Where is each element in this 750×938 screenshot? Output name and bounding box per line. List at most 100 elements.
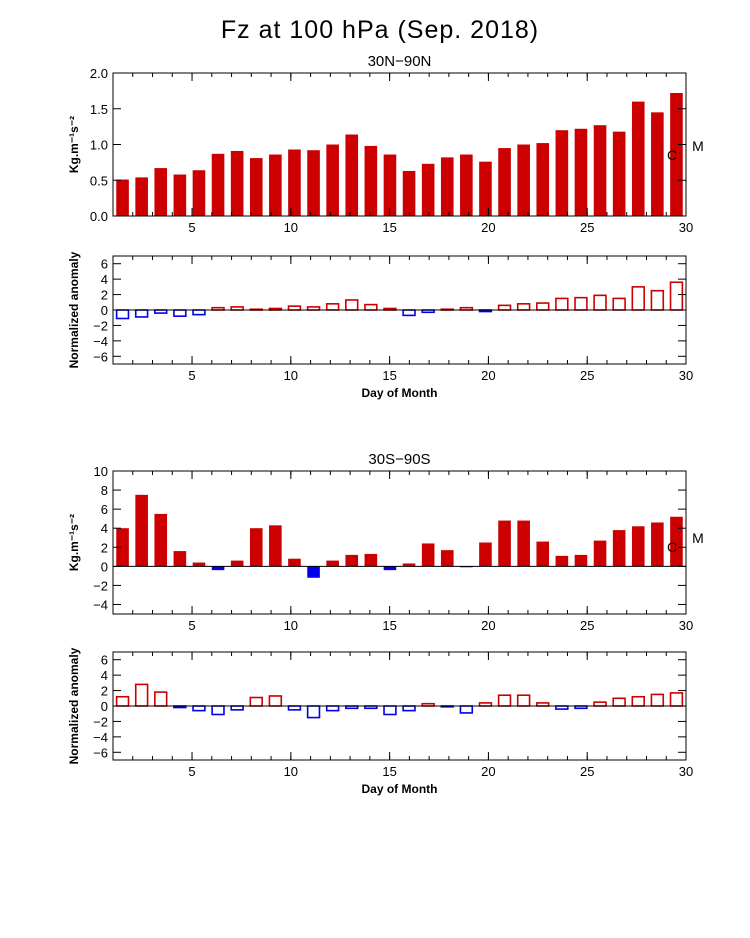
bar-day-15 bbox=[383, 566, 397, 571]
bar-day-20 bbox=[479, 161, 492, 216]
bar-day-13 bbox=[345, 134, 359, 216]
bar-day-16 bbox=[402, 563, 416, 567]
bar-day-19 bbox=[459, 705, 474, 714]
y-tick-label: 4 bbox=[101, 272, 108, 287]
bar-day-7 bbox=[230, 150, 244, 216]
bar-day-26 bbox=[593, 701, 607, 707]
y-tick-label: 0.5 bbox=[90, 173, 108, 188]
bar-day-27 bbox=[612, 297, 626, 311]
bar-day-10 bbox=[288, 558, 301, 567]
figure-title: Fz at 100 hPa (Sep. 2018) bbox=[221, 16, 539, 44]
bar-day-9 bbox=[269, 154, 282, 216]
bar-day-10 bbox=[288, 149, 301, 216]
bar-day-8 bbox=[249, 696, 263, 707]
x-tick-label: 15 bbox=[382, 220, 396, 235]
bar-day-1 bbox=[115, 309, 130, 320]
bar-day-20 bbox=[479, 542, 492, 567]
bar-day-11 bbox=[307, 566, 320, 578]
x-tick-label: 10 bbox=[284, 618, 298, 633]
y-tick-label: −4 bbox=[93, 730, 108, 745]
bar-day-2 bbox=[135, 177, 148, 216]
bar-day-21 bbox=[498, 520, 511, 567]
bar-day-12 bbox=[326, 144, 339, 216]
x-tick-label: 25 bbox=[580, 618, 594, 633]
bar-day-12 bbox=[325, 705, 340, 712]
bar-day-1 bbox=[115, 695, 130, 707]
panel-title: 30N−90N bbox=[368, 53, 432, 70]
bar-day-21 bbox=[497, 694, 512, 707]
bar-day-4 bbox=[173, 174, 187, 216]
x-tick-label: 15 bbox=[382, 368, 396, 383]
y-tick-label: 6 bbox=[101, 653, 108, 668]
bar-day-10 bbox=[287, 305, 302, 311]
marker-m: M bbox=[692, 530, 704, 546]
marker-c: C bbox=[667, 147, 677, 163]
bar-day-7 bbox=[230, 705, 244, 711]
bar-day-2 bbox=[134, 309, 149, 318]
bar-day-14 bbox=[364, 553, 378, 567]
bar-day-30 bbox=[670, 516, 683, 567]
y-tick-label: 0 bbox=[101, 559, 108, 574]
bar-day-26 bbox=[593, 540, 607, 567]
x-tick-label: 20 bbox=[481, 618, 495, 633]
bar-day-30 bbox=[669, 281, 684, 311]
bar-day-15 bbox=[383, 705, 397, 716]
bar-day-23 bbox=[536, 541, 550, 567]
panel-1: 30N−90N 5 10 15 20 25 30 0.0 0.5 1.0 1.5 2.0 Kg.m⁻¹s… bbox=[67, 53, 704, 235]
y-tick-label: 0 bbox=[101, 699, 108, 714]
bar-day-16 bbox=[402, 170, 416, 216]
y-tick-label: −2 bbox=[93, 318, 108, 333]
y-tick-label: 4 bbox=[101, 521, 108, 536]
bar-day-25 bbox=[574, 554, 588, 567]
y-tick-label: −6 bbox=[93, 745, 108, 760]
bar-day-18 bbox=[440, 550, 454, 567]
y-tick-label: 1.5 bbox=[90, 102, 108, 117]
x-tick-label: 5 bbox=[188, 220, 195, 235]
bar-day-5 bbox=[192, 705, 206, 712]
y-tick-label: 8 bbox=[101, 483, 108, 498]
marker-m: M bbox=[692, 138, 704, 154]
bar-day-11 bbox=[306, 705, 321, 719]
bar-day-16 bbox=[402, 705, 416, 712]
bar-day-17 bbox=[421, 543, 435, 567]
y-tick-label: 6 bbox=[101, 257, 108, 272]
bar-day-14 bbox=[364, 303, 378, 311]
bar-day-28 bbox=[631, 526, 645, 567]
bar-day-16 bbox=[402, 309, 416, 317]
bar-day-5 bbox=[192, 170, 206, 216]
bar-day-30 bbox=[670, 93, 683, 216]
bar-day-27 bbox=[612, 131, 626, 216]
bar-day-21 bbox=[498, 148, 511, 216]
bar-day-13 bbox=[345, 554, 359, 567]
bar-day-10 bbox=[287, 705, 302, 711]
bar-day-11 bbox=[307, 150, 320, 216]
x-tick-label: 10 bbox=[284, 764, 298, 779]
bar-day-6 bbox=[211, 153, 225, 216]
bar-day-4 bbox=[173, 309, 187, 317]
y-tick-label: −4 bbox=[93, 597, 108, 612]
bar-day-27 bbox=[612, 697, 626, 707]
bar-day-28 bbox=[631, 101, 645, 216]
bar-day-29 bbox=[651, 112, 664, 216]
x-tick-label: 25 bbox=[580, 220, 594, 235]
x-tick-label: 30 bbox=[679, 368, 693, 383]
bar-day-1 bbox=[116, 528, 129, 567]
x-tick-label: 20 bbox=[481, 764, 495, 779]
x-tick-label: 5 bbox=[188, 368, 195, 383]
y-tick-label: 1.0 bbox=[90, 138, 108, 153]
bar-day-6 bbox=[211, 566, 225, 571]
bar-day-7 bbox=[230, 560, 244, 567]
y-tick-label: −2 bbox=[93, 578, 108, 593]
x-tick-label: 25 bbox=[580, 368, 594, 383]
bar-day-25 bbox=[574, 296, 588, 311]
y-axis-label: Normalized anomaly bbox=[67, 647, 81, 764]
bar-day-15 bbox=[383, 154, 397, 216]
y-axis-label: Kg.m⁻¹s⁻² bbox=[67, 514, 81, 571]
bar-day-3 bbox=[154, 513, 168, 567]
plot-frame bbox=[112, 470, 687, 615]
y-tick-label: 2 bbox=[101, 684, 108, 699]
